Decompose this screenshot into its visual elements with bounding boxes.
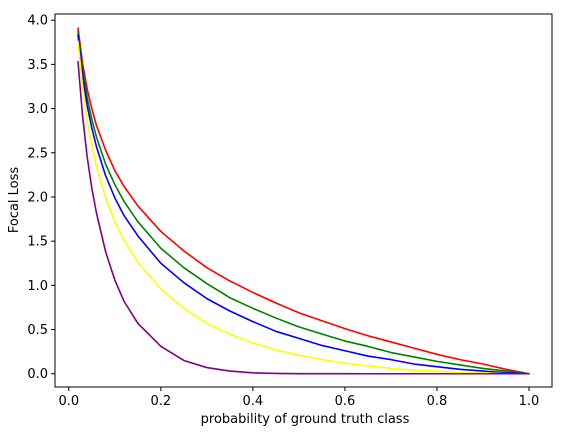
y-tick-label: 2.5 bbox=[27, 146, 48, 161]
series-line-1 bbox=[77, 30, 530, 375]
y-tick-label: 0.0 bbox=[27, 367, 48, 382]
series-line-2 bbox=[77, 34, 530, 375]
y-tick-label: 0.5 bbox=[27, 323, 48, 338]
x-axis-label: probability of ground truth class bbox=[201, 412, 410, 427]
y-tick-label: 3.0 bbox=[27, 102, 48, 117]
series-line-4 bbox=[77, 60, 530, 375]
y-tick-label: 4.0 bbox=[27, 14, 48, 29]
x-tick-label: 0.8 bbox=[427, 394, 448, 409]
y-tick-label: 1.5 bbox=[27, 235, 48, 250]
y-axis: 0.0 0.5 1.0 1.5 2.0 2.5 3.0 3.5 4.0 bbox=[27, 14, 55, 382]
y-tick-label: 3.5 bbox=[27, 58, 48, 73]
x-tick-label: 1.0 bbox=[519, 394, 540, 409]
x-tick-label: 0.6 bbox=[335, 394, 356, 409]
x-axis: 0.0 0.2 0.4 0.6 0.8 1.0 bbox=[58, 387, 539, 409]
x-tick-label: 0.0 bbox=[58, 394, 79, 409]
series-line-3 bbox=[77, 40, 530, 375]
x-tick-label: 0.2 bbox=[150, 394, 171, 409]
x-tick-label: 0.4 bbox=[243, 394, 264, 409]
series-layer bbox=[77, 27, 530, 375]
series-line-0 bbox=[77, 27, 530, 375]
plot-frame bbox=[54, 13, 553, 388]
y-tick-label: 1.0 bbox=[27, 279, 48, 294]
y-axis-label: Focal Loss bbox=[7, 167, 22, 234]
y-tick-label: 2.0 bbox=[27, 190, 48, 205]
